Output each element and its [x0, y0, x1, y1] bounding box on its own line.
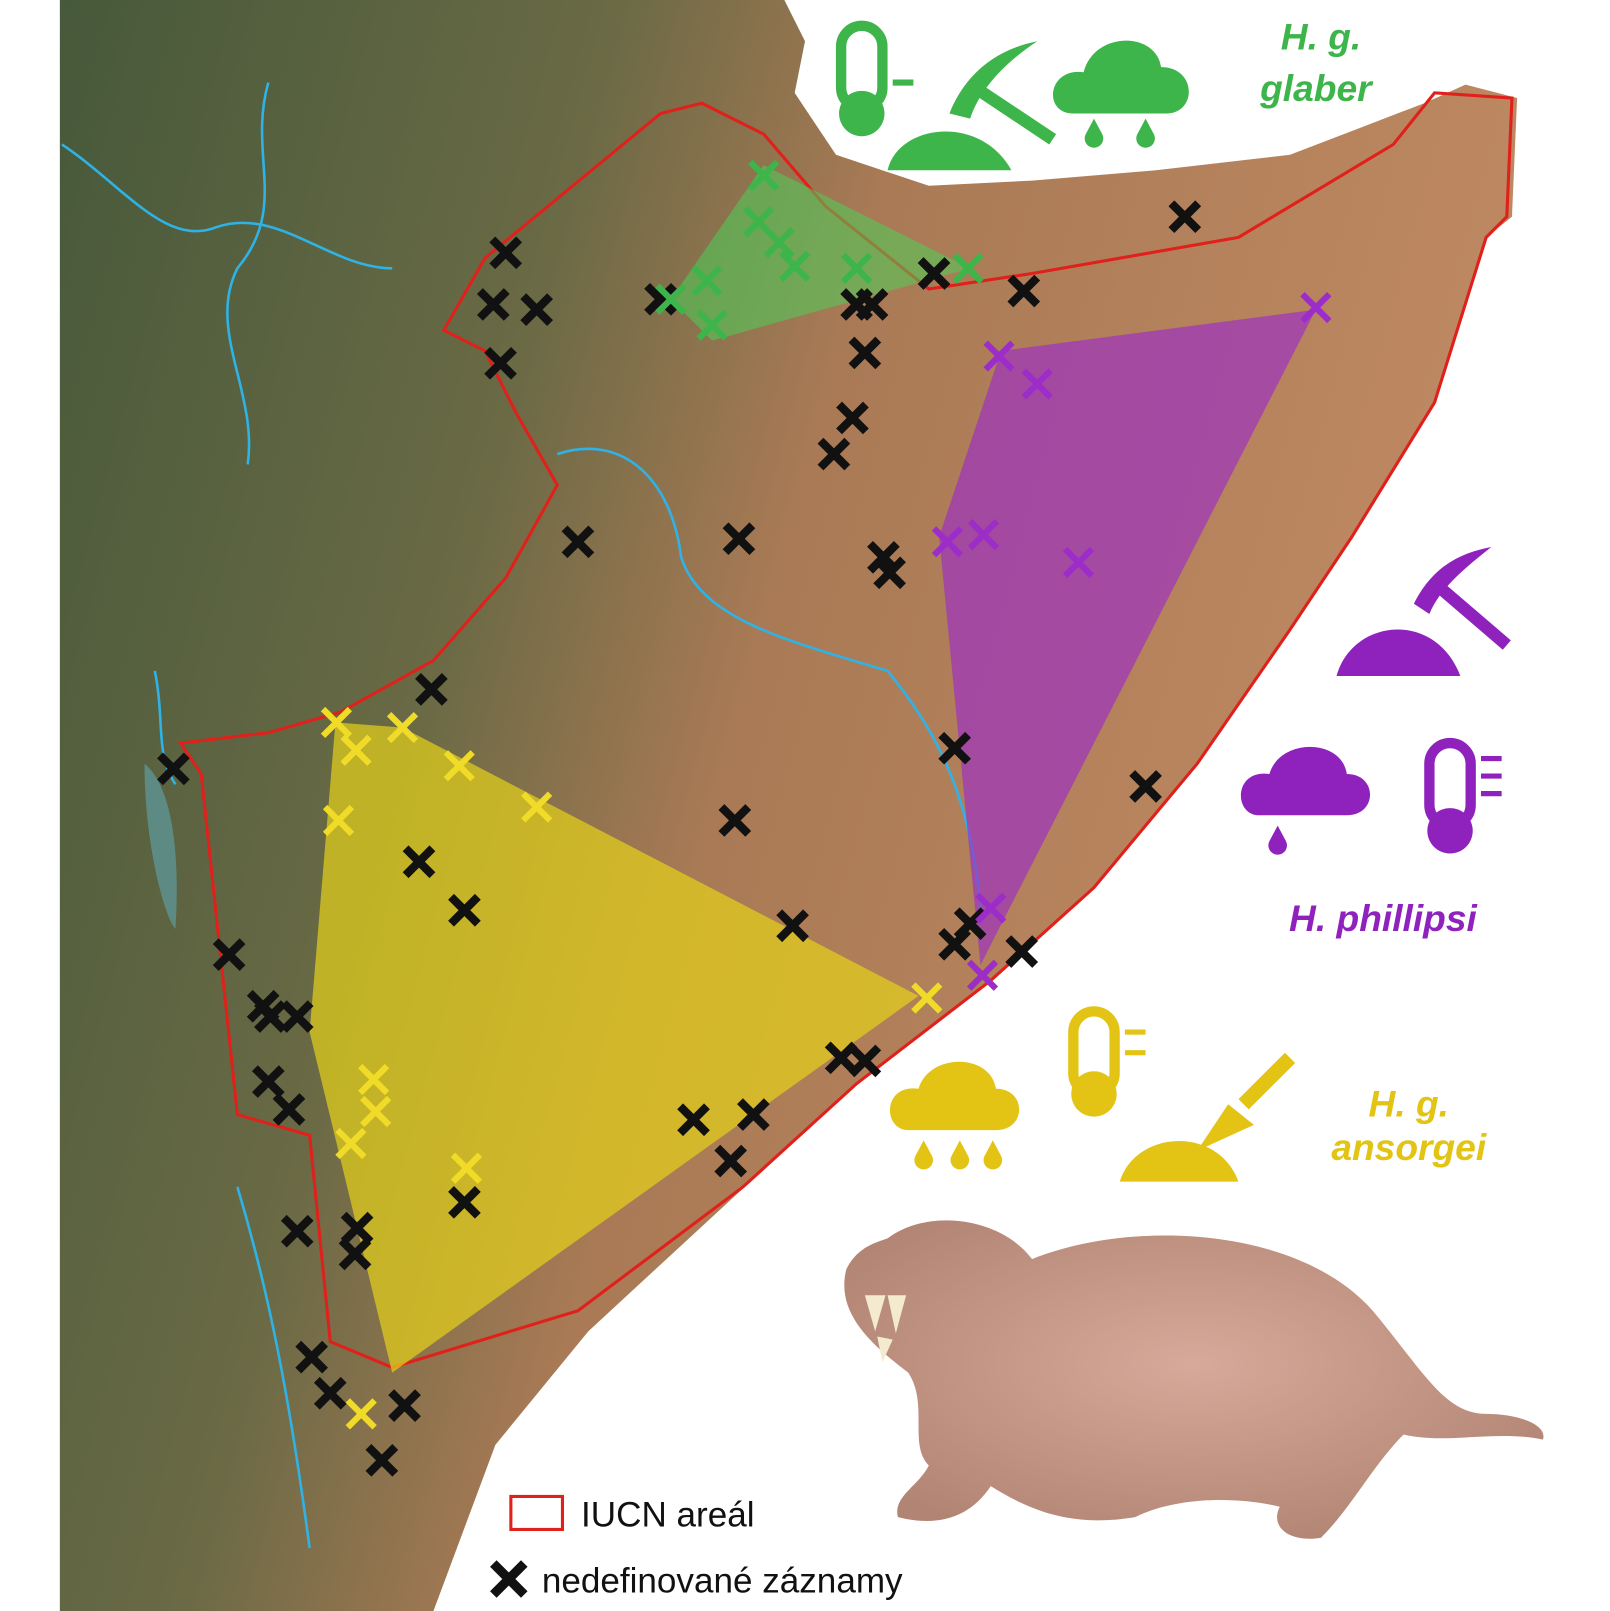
record-marker [212, 938, 246, 971]
species-label: glaber [1259, 67, 1374, 109]
species-label: H. g. [1281, 16, 1361, 58]
record-marker [386, 711, 419, 744]
record-marker [776, 909, 809, 943]
record-marker [763, 226, 795, 259]
record-marker [272, 1093, 306, 1126]
record-marker [737, 1098, 770, 1131]
phillipsi-icons [1240, 546, 1511, 855]
record-marker [1129, 770, 1162, 803]
record-marker [938, 731, 971, 765]
record-marker [917, 257, 951, 290]
record-marker [295, 1340, 329, 1374]
record-marker [722, 522, 756, 556]
record-marker [561, 525, 595, 559]
record-marker [1005, 935, 1039, 968]
record-marker [484, 346, 517, 380]
record-marker [365, 1443, 399, 1477]
record-marker [966, 959, 999, 991]
record-marker [415, 673, 448, 706]
record-marker [824, 1041, 858, 1075]
record-marker [340, 1211, 374, 1245]
record-marker [696, 309, 728, 341]
record-marker [840, 252, 873, 284]
record-marker [967, 518, 1000, 551]
record-marker [251, 1065, 285, 1098]
record-marker [335, 1127, 367, 1160]
record-marker [338, 1237, 372, 1271]
record-marker [718, 804, 752, 837]
record-marker [322, 804, 355, 837]
record-marker [1021, 368, 1053, 400]
species-label: H. g. [1369, 1083, 1449, 1125]
record-marker [1062, 546, 1095, 579]
record-marker [953, 907, 987, 941]
legend-swatch [509, 1494, 565, 1532]
record-marker [952, 252, 984, 284]
record-marker [931, 526, 964, 558]
record-marker [280, 1214, 314, 1248]
record-marker [714, 1144, 748, 1178]
record-marker [1168, 200, 1202, 234]
record-marker [975, 892, 1007, 924]
species-label: ansorgei [1331, 1126, 1486, 1168]
record-marker [345, 1398, 377, 1430]
species-label: H. phillipsi [1289, 897, 1477, 939]
record-marker [280, 1000, 314, 1033]
record-marker [836, 401, 869, 435]
record-marker [855, 288, 889, 321]
record-marker [779, 250, 811, 282]
record-marker [254, 1000, 287, 1033]
record-marker [848, 336, 882, 370]
legend-label: nedefinované záznamy [542, 1561, 903, 1600]
record-marker [340, 734, 372, 766]
record-marker [644, 282, 677, 316]
phillipsi-hull [939, 309, 1316, 965]
ansorgei-icons [889, 1006, 1296, 1182]
record-marker [402, 845, 436, 879]
record-marker [450, 1152, 483, 1184]
record-marker [520, 293, 554, 326]
record-marker [476, 288, 510, 321]
record-marker [448, 893, 481, 927]
record-marker [1300, 291, 1332, 324]
legend-marker [490, 1560, 528, 1598]
records [157, 159, 1332, 1477]
record-marker [677, 1103, 710, 1137]
record-marker [1007, 274, 1041, 308]
record-marker [521, 791, 553, 823]
record-marker [313, 1376, 347, 1410]
record-marker [748, 159, 780, 192]
record-marker [360, 1095, 392, 1128]
glaber-icons [835, 20, 1189, 171]
record-marker [157, 752, 190, 786]
record-marker [357, 1063, 390, 1096]
iucn-range [177, 91, 1514, 1370]
record-marker [320, 706, 353, 739]
record-marker [655, 283, 687, 315]
record-marker [691, 265, 723, 297]
record-marker [443, 750, 475, 782]
record-marker [873, 556, 906, 590]
mole-rat-photo [844, 1220, 1544, 1539]
record-marker [448, 1185, 481, 1219]
record-marker [489, 236, 523, 270]
record-marker [983, 340, 1015, 372]
record-marker [817, 437, 851, 471]
legend: IUCN areál nedefinované záznamy [490, 1494, 903, 1600]
record-marker [388, 1389, 421, 1422]
water-body [144, 763, 177, 929]
record-marker [911, 982, 943, 1014]
legend-label: IUCN areál [581, 1495, 755, 1534]
